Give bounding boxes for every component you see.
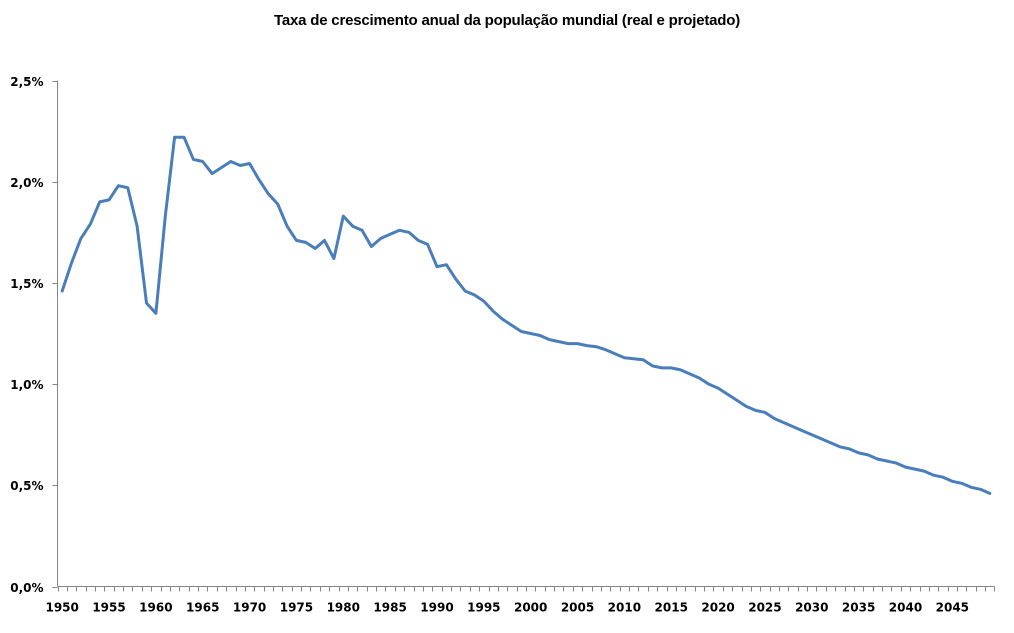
x-tick-label: 2020 — [701, 601, 734, 615]
series-line — [60, 135, 992, 495]
y-axis: 0,0% 0,5% 1,0% 1,5% 2,0% 2,5% — [10, 75, 58, 595]
x-tick-label: 2010 — [608, 601, 641, 615]
x-tick-label: 1950 — [45, 601, 78, 615]
x-tick-label: 2005 — [561, 601, 594, 615]
x-tick-label: 2035 — [842, 601, 875, 615]
x-tick-label: 1970 — [233, 601, 266, 615]
x-tick-label: 1990 — [420, 601, 453, 615]
y-tick-label: 2,5% — [10, 75, 43, 89]
x-tick-label: 2025 — [748, 601, 781, 615]
y-tick-label: 0,5% — [10, 479, 43, 493]
x-tick-label: 2045 — [936, 601, 969, 615]
x-tick-label: 2040 — [889, 601, 922, 615]
y-tick-label: 1,0% — [10, 378, 43, 392]
y-tick-label: 2,0% — [10, 176, 43, 190]
x-tick-label: 1965 — [186, 601, 219, 615]
x-tick-label: 2015 — [655, 601, 688, 615]
x-tick-label: 1955 — [92, 601, 125, 615]
x-tick-label: 2000 — [514, 601, 547, 615]
x-axis: 1950 1955 1960 1965 1970 1975 1980 1985 1990 1995… — [45, 586, 995, 615]
chart-title: Taxa de crescimento anual da população m… — [273, 12, 740, 29]
x-tick-label: 1995 — [467, 601, 500, 615]
x-tick-label: 1960 — [139, 601, 172, 615]
x-tick-label: 1980 — [327, 601, 360, 615]
series-layer — [60, 135, 992, 495]
y-tick-label: 0,0% — [10, 581, 43, 595]
y-tick-label: 1,5% — [10, 277, 43, 291]
x-tick-label: 1975 — [280, 601, 313, 615]
x-tick-label: 2030 — [795, 601, 828, 615]
x-tick-label: 1985 — [373, 601, 406, 615]
